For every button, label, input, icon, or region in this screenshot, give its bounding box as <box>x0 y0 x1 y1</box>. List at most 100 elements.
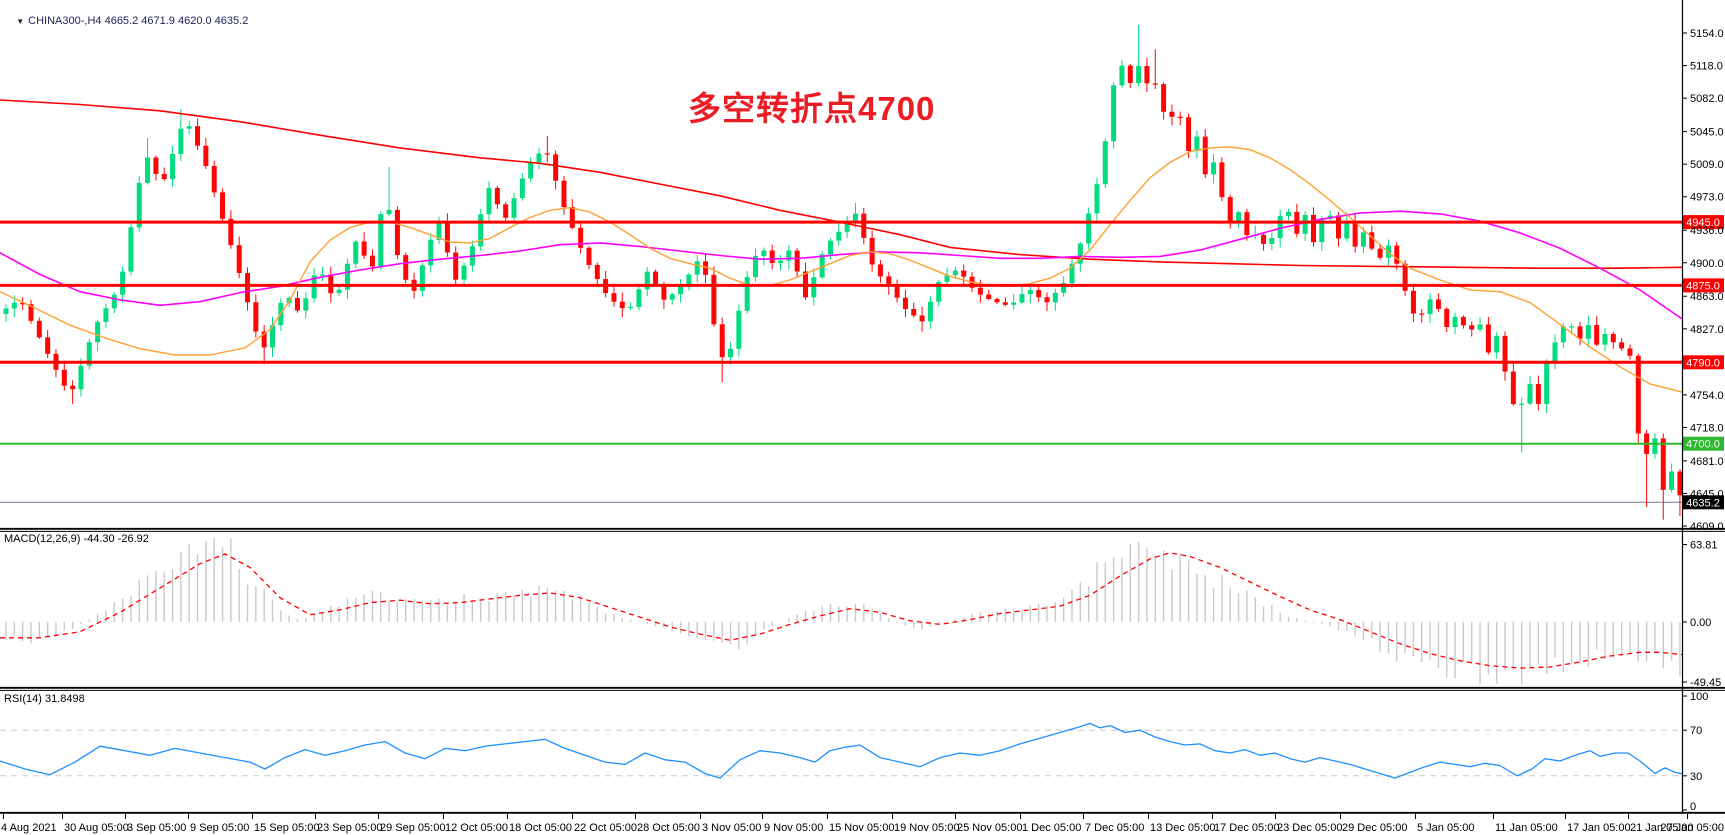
price-badge-label: 4945.0 <box>1686 217 1720 229</box>
candle-body <box>1244 212 1250 236</box>
candle-body <box>1344 221 1350 239</box>
candle-body <box>1427 299 1433 315</box>
candle-body <box>1577 326 1583 339</box>
candle-body <box>736 310 742 349</box>
candle-body <box>778 260 784 264</box>
candle-body <box>1452 316 1458 327</box>
candle-body <box>761 250 767 257</box>
candle-body <box>220 192 226 219</box>
candle-body <box>1535 384 1541 404</box>
candle-body <box>827 240 833 255</box>
candle-body <box>511 198 517 218</box>
time-axis-label[interactable]: 29 Dec 05:00 <box>1342 822 1407 834</box>
chevron-down-icon[interactable]: ▼ <box>16 17 25 26</box>
time-axis-label[interactable]: 23 Sep 05:00 <box>317 822 382 834</box>
candle-body <box>961 270 967 277</box>
time-axis-label[interactable]: 7 Dec 05:00 <box>1085 822 1144 834</box>
time-axis-label[interactable]: 17 Jan 05:00 <box>1567 822 1631 834</box>
candle-body <box>1061 283 1067 293</box>
candle-body <box>1027 290 1033 295</box>
candle-body <box>1360 232 1366 247</box>
candle-body <box>170 153 176 180</box>
time-axis-label[interactable]: 12 Oct 05:00 <box>445 822 508 834</box>
candle-body <box>1219 162 1225 198</box>
price-axis-label: 4681.0 <box>1690 456 1724 468</box>
candle-body <box>644 271 650 290</box>
candle-body <box>3 308 9 314</box>
price-badge-label: 4635.2 <box>1686 497 1720 509</box>
candle-body <box>844 222 850 232</box>
candle-body <box>494 187 500 205</box>
candle-body <box>694 261 700 275</box>
candle-body <box>1286 211 1292 217</box>
candle-body <box>1660 438 1666 490</box>
time-axis-label[interactable]: 4 Aug 2021 <box>1 822 57 834</box>
candle-body <box>45 337 51 354</box>
candle-body <box>269 325 275 348</box>
symbol-ohlc-values: 4665.2 4671.9 4620.0 4635.2 <box>104 15 249 27</box>
candle-body <box>1111 85 1117 142</box>
time-axis-label[interactable]: 11 Jan 05:00 <box>1495 822 1558 834</box>
time-axis-label[interactable]: 21 Jan 05:00 <box>1630 822 1694 834</box>
candle-body <box>1369 232 1375 249</box>
time-axis-label[interactable]: 5 Jan 05:00 <box>1417 822 1475 834</box>
candle-body <box>544 153 550 155</box>
time-axis-label[interactable]: 28 Oct 05:00 <box>637 822 700 834</box>
time-axis-label[interactable]: 22 Oct 05:00 <box>574 822 637 834</box>
candle-body <box>686 274 692 286</box>
price-axis-label: 4754.0 <box>1690 390 1724 402</box>
candle-body <box>1094 184 1100 214</box>
candle-body <box>1211 162 1217 175</box>
time-axis-label[interactable]: 23 Dec 05:00 <box>1277 822 1342 834</box>
candle-body <box>1435 299 1441 309</box>
macd-axis-label: -49.45 <box>1690 677 1721 689</box>
candle-body <box>361 241 367 256</box>
candle-body <box>1510 371 1516 405</box>
rsi-axis-label: 30 <box>1690 771 1702 783</box>
candle-body <box>344 263 350 290</box>
candle-body <box>528 162 534 179</box>
time-axis-label[interactable]: 9 Sep 05:00 <box>190 822 249 834</box>
candle-body <box>178 128 184 154</box>
candle-body <box>1302 214 1308 234</box>
candle-body <box>1052 292 1058 303</box>
time-axis-label[interactable]: 1 Dec 05:00 <box>1022 822 1081 834</box>
candle-body <box>1119 65 1125 86</box>
candle-body <box>294 297 300 311</box>
time-axis-label[interactable]: 27 Jan 05:00 <box>1660 822 1724 834</box>
price-badge <box>1683 495 1724 510</box>
time-axis-label[interactable]: 15 Sep 05:00 <box>254 822 319 834</box>
macd-layer <box>5 537 1681 685</box>
time-axis-label[interactable]: 13 Dec 05:00 <box>1150 822 1215 834</box>
time-axis-label[interactable]: 30 Aug 05:00 <box>64 822 129 834</box>
candle-body <box>944 275 950 283</box>
time-axis-label[interactable]: 19 Nov 05:00 <box>894 822 959 834</box>
time-axis-label[interactable]: 15 Nov 05:00 <box>829 822 894 834</box>
candle-body <box>1560 326 1566 343</box>
candle-body <box>444 221 450 253</box>
candle-body <box>911 309 917 316</box>
candle-body <box>1652 438 1658 454</box>
candle-body <box>1410 290 1416 314</box>
time-axis-label[interactable]: 9 Nov 05:00 <box>764 822 823 834</box>
candle-body <box>203 145 209 167</box>
macd-indicator-label: MACD(12,26,9) -44.30 -26.92 <box>4 533 149 545</box>
candle-body <box>328 274 334 294</box>
annotation-text[interactable]: 多空转折点4700 <box>688 90 936 127</box>
time-axis-label[interactable]: 17 Dec 05:00 <box>1214 822 1279 834</box>
time-axis-label[interactable]: 18 Oct 05:00 <box>509 822 572 834</box>
candle-body <box>95 321 101 343</box>
candle-body <box>744 277 750 311</box>
candle-body <box>1352 221 1358 247</box>
candle-body <box>336 289 342 294</box>
candle-body <box>836 231 842 241</box>
candle-body <box>1635 355 1641 434</box>
time-axis-label[interactable]: 25 Nov 05:00 <box>957 822 1022 834</box>
candle-body <box>1127 65 1133 83</box>
candle-body <box>1002 302 1008 305</box>
time-axis-label[interactable]: 3 Nov 05:00 <box>702 822 761 834</box>
time-axis-label[interactable]: 29 Sep 05:00 <box>380 822 445 834</box>
time-axis-label[interactable]: 3 Sep 05:00 <box>127 822 186 834</box>
candle-body <box>636 289 642 308</box>
